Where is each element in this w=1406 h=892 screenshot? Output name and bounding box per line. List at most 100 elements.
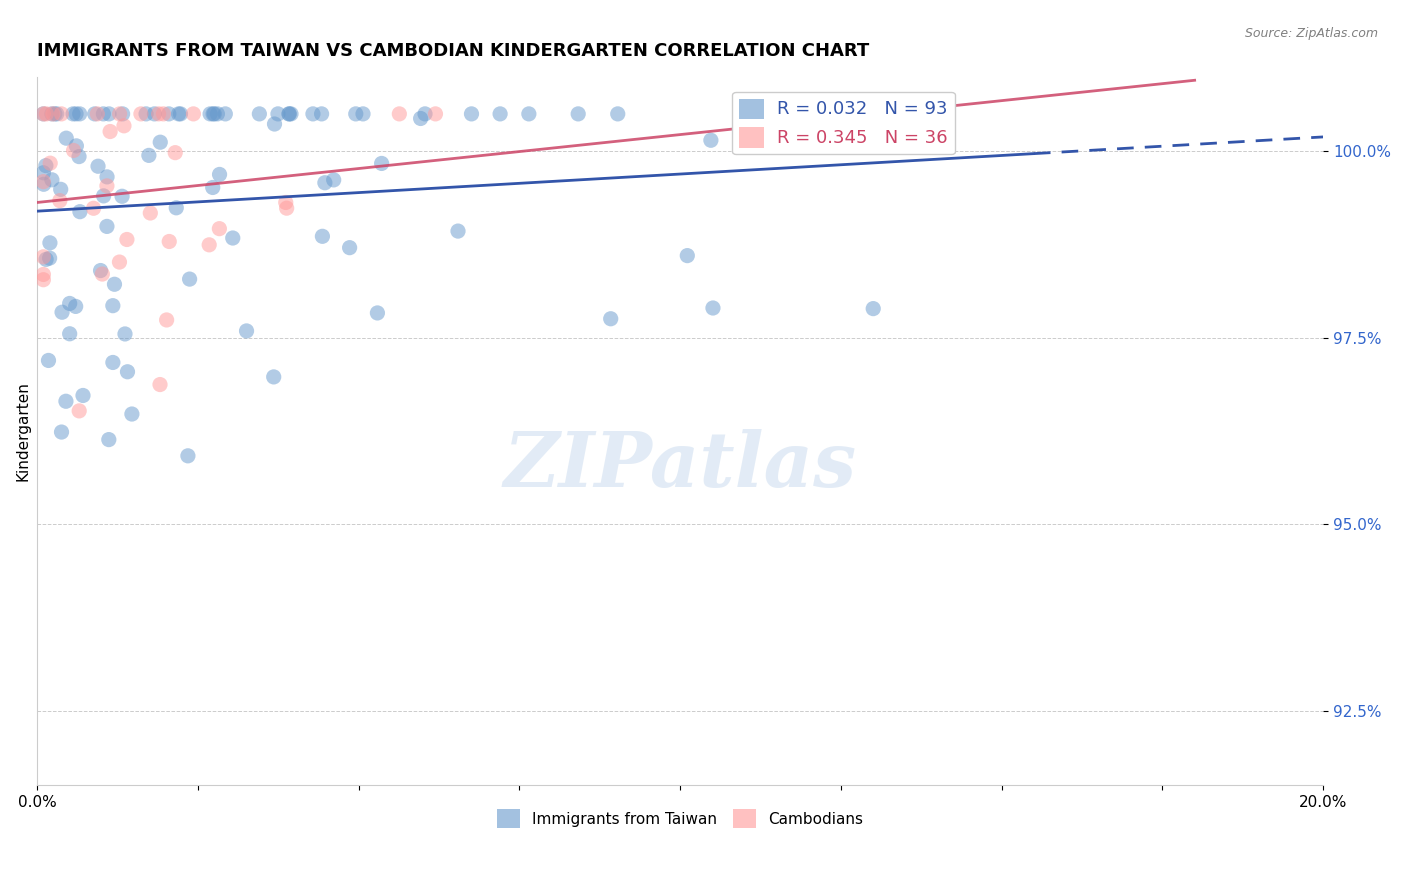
Immigrants from Taiwan <box>277 107 299 121</box>
Cambodians <box>42 107 65 121</box>
Immigrants from Taiwan <box>339 241 361 255</box>
Immigrants from Taiwan <box>302 107 325 121</box>
Immigrants from Taiwan <box>69 107 91 121</box>
Cambodians <box>108 107 131 121</box>
Cambodians <box>35 107 58 121</box>
Immigrants from Taiwan <box>98 107 121 121</box>
Immigrants from Taiwan <box>67 150 90 164</box>
Immigrants from Taiwan <box>267 107 290 121</box>
Immigrants from Taiwan <box>352 107 374 121</box>
Immigrants from Taiwan <box>278 107 301 121</box>
Immigrants from Taiwan <box>676 249 699 263</box>
Cambodians <box>49 194 72 208</box>
Immigrants from Taiwan <box>49 182 72 196</box>
Immigrants from Taiwan <box>83 107 105 121</box>
Cambodians <box>139 206 162 220</box>
Cambodians <box>149 377 172 392</box>
Text: Source: ZipAtlas.com: Source: ZipAtlas.com <box>1244 27 1378 40</box>
Immigrants from Taiwan <box>202 107 225 121</box>
Immigrants from Taiwan <box>97 433 120 447</box>
Immigrants from Taiwan <box>207 107 229 121</box>
Immigrants from Taiwan <box>167 107 190 121</box>
Immigrants from Taiwan <box>214 107 236 121</box>
Cambodians <box>86 107 108 121</box>
Immigrants from Taiwan <box>370 156 392 170</box>
Y-axis label: Kindergarten: Kindergarten <box>15 381 30 481</box>
Immigrants from Taiwan <box>101 299 124 313</box>
Immigrants from Taiwan <box>65 107 87 121</box>
Cambodians <box>32 268 55 282</box>
Immigrants from Taiwan <box>72 388 94 402</box>
Immigrants from Taiwan <box>96 219 118 234</box>
Immigrants from Taiwan <box>32 107 55 121</box>
Cambodians <box>115 232 138 246</box>
Cambodians <box>152 107 174 121</box>
Cambodians <box>183 107 205 121</box>
Legend: Immigrants from Taiwan, Cambodians: Immigrants from Taiwan, Cambodians <box>491 804 869 834</box>
Cambodians <box>91 267 114 281</box>
Immigrants from Taiwan <box>314 176 336 190</box>
Cambodians <box>198 237 221 252</box>
Immigrants from Taiwan <box>198 107 221 121</box>
Cambodians <box>32 175 55 189</box>
Immigrants from Taiwan <box>51 425 73 439</box>
Immigrants from Taiwan <box>59 326 82 341</box>
Immigrants from Taiwan <box>599 311 621 326</box>
Immigrants from Taiwan <box>517 107 540 121</box>
Immigrants from Taiwan <box>35 159 58 173</box>
Cambodians <box>274 195 297 210</box>
Immigrants from Taiwan <box>247 107 270 121</box>
Immigrants from Taiwan <box>37 353 59 368</box>
Cambodians <box>32 273 55 287</box>
Cambodians <box>32 250 55 264</box>
Immigrants from Taiwan <box>69 204 91 219</box>
Immigrants from Taiwan <box>38 251 60 265</box>
Immigrants from Taiwan <box>263 370 285 384</box>
Cambodians <box>108 255 131 269</box>
Immigrants from Taiwan <box>59 296 82 310</box>
Immigrants from Taiwan <box>169 107 191 121</box>
Immigrants from Taiwan <box>114 326 136 341</box>
Immigrants from Taiwan <box>149 135 172 149</box>
Immigrants from Taiwan <box>32 178 55 192</box>
Immigrants from Taiwan <box>280 107 302 121</box>
Cambodians <box>112 119 135 133</box>
Immigrants from Taiwan <box>143 107 166 121</box>
Immigrants from Taiwan <box>35 252 58 267</box>
Cambodians <box>98 124 121 138</box>
Immigrants from Taiwan <box>117 365 139 379</box>
Cambodians <box>62 144 84 158</box>
Immigrants from Taiwan <box>177 449 200 463</box>
Immigrants from Taiwan <box>489 107 512 121</box>
Immigrants from Taiwan <box>93 189 115 203</box>
Immigrants from Taiwan <box>111 189 134 203</box>
Immigrants from Taiwan <box>235 324 257 338</box>
Immigrants from Taiwan <box>567 107 589 121</box>
Immigrants from Taiwan <box>157 107 180 121</box>
Immigrants from Taiwan <box>700 133 723 147</box>
Immigrants from Taiwan <box>93 107 115 121</box>
Cambodians <box>83 201 105 215</box>
Immigrants from Taiwan <box>409 112 432 126</box>
Immigrants from Taiwan <box>165 201 187 215</box>
Immigrants from Taiwan <box>606 107 628 121</box>
Immigrants from Taiwan <box>366 306 388 320</box>
Immigrants from Taiwan <box>55 131 77 145</box>
Cambodians <box>39 156 62 170</box>
Cambodians <box>156 313 179 327</box>
Immigrants from Taiwan <box>179 272 201 286</box>
Cambodians <box>129 107 152 121</box>
Immigrants from Taiwan <box>460 107 482 121</box>
Immigrants from Taiwan <box>201 180 224 194</box>
Immigrants from Taiwan <box>32 166 55 180</box>
Immigrants from Taiwan <box>208 168 231 182</box>
Cambodians <box>165 145 187 160</box>
Cambodians <box>208 221 231 235</box>
Cambodians <box>425 107 447 121</box>
Immigrants from Taiwan <box>41 173 63 187</box>
Cambodians <box>148 107 170 121</box>
Text: IMMIGRANTS FROM TAIWAN VS CAMBODIAN KINDERGARTEN CORRELATION CHART: IMMIGRANTS FROM TAIWAN VS CAMBODIAN KIND… <box>37 42 869 60</box>
Immigrants from Taiwan <box>65 300 87 314</box>
Immigrants from Taiwan <box>65 139 87 153</box>
Immigrants from Taiwan <box>55 394 77 409</box>
